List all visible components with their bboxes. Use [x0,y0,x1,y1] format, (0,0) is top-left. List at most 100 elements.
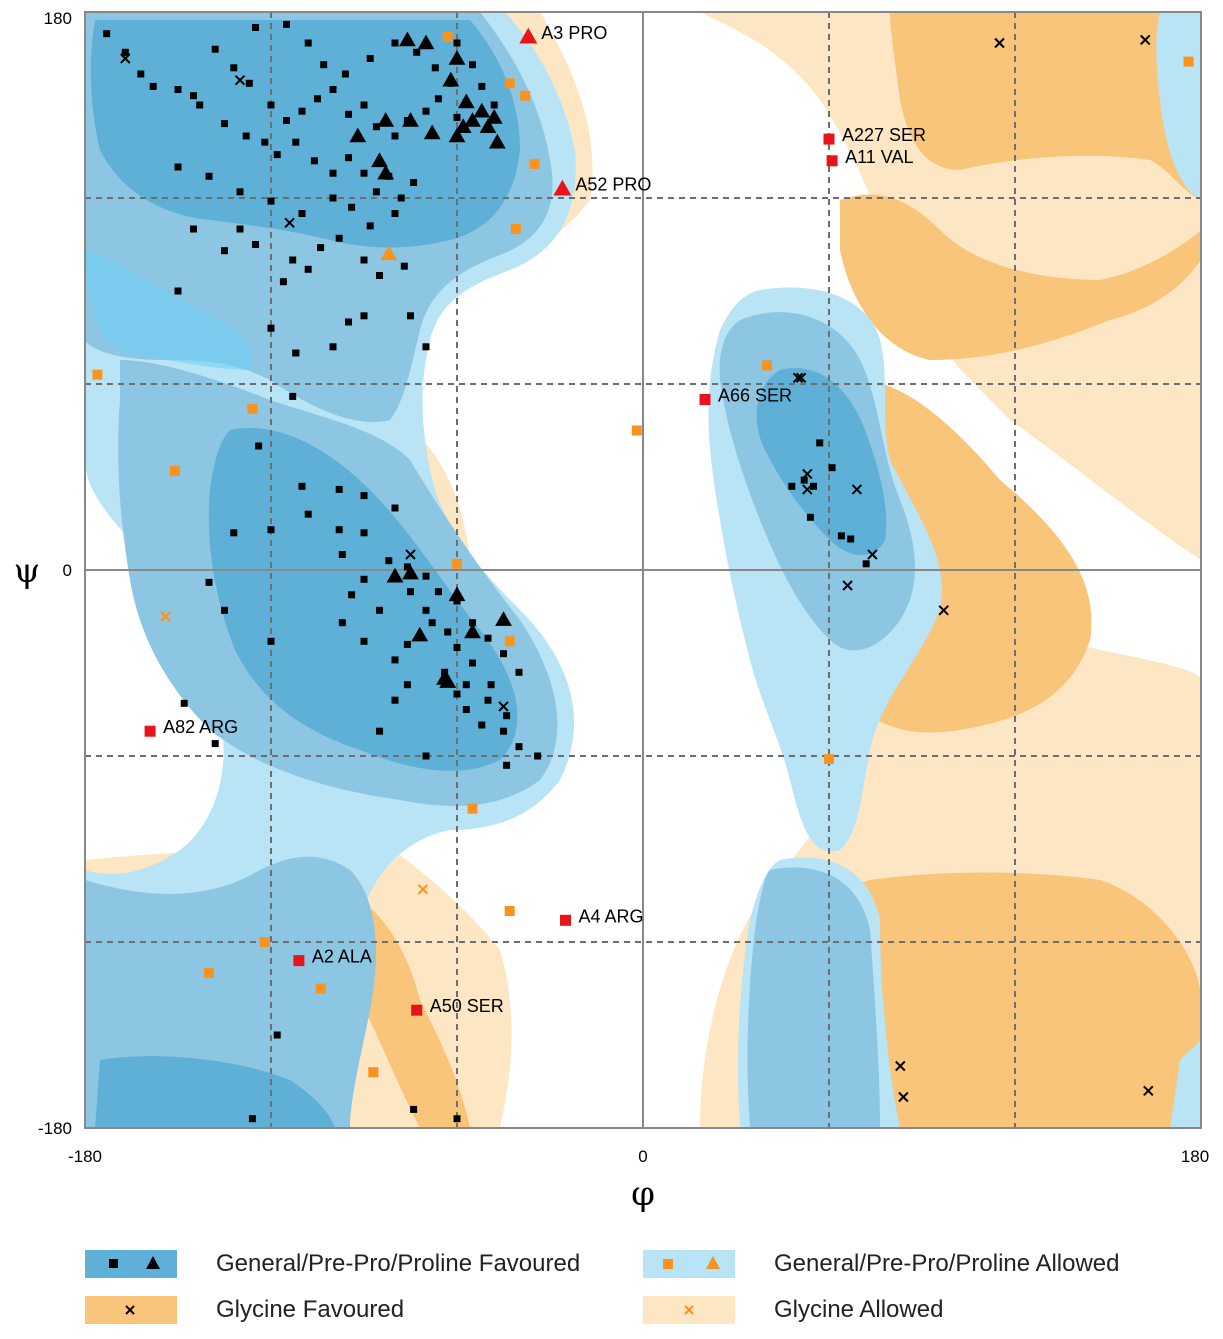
favoured-square-point [806,513,814,521]
favoured-square-point [236,225,244,233]
outlier-label: A227 SER [842,125,926,145]
favoured-square-point [252,24,259,31]
favoured-square-point [137,70,145,78]
legend-swatch-glycine-favoured [85,1296,177,1324]
favoured-square-point [174,163,182,171]
favoured-square-point [273,1031,281,1039]
favoured-triangle-point [386,567,404,583]
outlier-label: A4 ARG [579,906,644,926]
outlier-label: A52 PRO [575,175,651,195]
favoured-triangle-point [448,127,466,143]
glycine-favoured-x-point [842,580,853,591]
favoured-square-point [391,132,399,140]
favoured-square-point [400,262,408,270]
favoured-square-point [335,485,343,493]
favoured-square-point [205,578,213,586]
allowed-square-point [315,983,326,994]
favoured-triangle-point [349,127,367,143]
favoured-square-point [335,526,343,534]
favoured-square-point [267,526,275,534]
favoured-square-point [267,197,275,205]
allowed-square-point [368,1067,379,1078]
x-tick-label-max: 180 [1181,1147,1209,1166]
favoured-square-point [292,349,300,357]
favoured-square-point [372,123,380,131]
legend-swatch-glycine-allowed [643,1296,735,1324]
favoured-triangle-point [377,112,395,127]
favoured-square-point [345,110,352,118]
legend-triangle-icon [146,1256,160,1269]
favoured-square-point [828,464,836,472]
outlier-triangle-point [519,27,538,44]
favoured-square-point [320,61,328,69]
favoured-square-point [397,194,405,202]
allowed-square-point [631,425,642,436]
glycine-favoured-x-point [851,484,863,495]
favoured-square-point [453,1115,461,1123]
favoured-square-point [121,48,129,56]
general-favoured-core-region [90,20,887,1128]
density-regions [85,12,1201,1128]
favoured-triangle-point [457,93,475,109]
legend-item-glycine-favoured: Glycine Favoured [85,1296,625,1326]
favoured-square-point [304,39,312,47]
favoured-triangle-point [442,71,460,87]
favoured-square-point [376,606,383,614]
y-tick-label-max: 180 [44,9,72,28]
favoured-square-point [338,551,346,558]
favoured-square-point [847,535,855,543]
allowed-square-point [442,31,453,42]
favoured-square-point [348,591,356,599]
favoured-square-point [211,45,219,53]
favoured-square-point [221,120,228,128]
favoured-square-point [515,668,523,676]
favoured-square-point [304,265,312,273]
favoured-square-point [190,92,197,100]
legend-item-glycine-allowed: Glycine Allowed [643,1296,1183,1326]
favoured-square-point [360,637,368,645]
favoured-triangle-point [377,164,395,180]
favoured-square-point [360,312,368,320]
allowed-square-point [504,636,515,647]
favoured-square-point [391,210,399,217]
favoured-square-point [221,247,228,255]
favoured-square-point [500,650,507,658]
glycine-favoured-x-point [802,484,813,495]
favoured-square-point [298,210,306,217]
favoured-square-point [317,244,325,252]
favoured-square-point [422,343,430,351]
favoured-square-point [221,606,228,614]
favoured-square-point [345,154,352,162]
legend-label-general-favoured: General/Pre-Pro/Proline Favoured [216,1250,581,1277]
y-tick-label-min: -180 [38,1119,72,1138]
favoured-square-point [469,61,476,69]
glycine-allowed-x-point [160,611,171,622]
allowed-square-point [247,403,258,414]
allowed-square-point [529,158,540,169]
outlier-square-point [699,394,711,405]
outlier-label: A50 SER [430,996,504,1016]
plot-grid [85,12,1201,1128]
favoured-square-point [462,681,470,689]
ramachandran-plot: -180 0 180 180 0 -180 φ ψ A3 PRO A227 SER… [14,9,1210,1214]
favoured-triangle-point [448,586,466,602]
glycine-allowed-x-point [417,884,429,895]
favoured-square-point [304,510,312,518]
favoured-square-point [422,752,430,760]
favoured-square-point [810,482,817,490]
favoured-square-point [335,234,343,242]
outlier-label: A2 ALA [312,947,372,967]
favoured-square-point [490,101,498,109]
outlier-square-point [411,1004,423,1016]
glycine-favoured-x-point [994,37,1005,49]
x-tick-label-zero: 0 [638,1147,647,1166]
favoured-square-point [484,634,492,642]
allowed-square-point [452,558,462,569]
favoured-square-point [478,721,486,729]
favoured-square-point [816,439,824,447]
favoured-square-point [403,640,411,648]
outlier-label: A3 PRO [541,23,607,43]
favoured-square-point [469,619,476,627]
favoured-square-point [289,392,297,400]
